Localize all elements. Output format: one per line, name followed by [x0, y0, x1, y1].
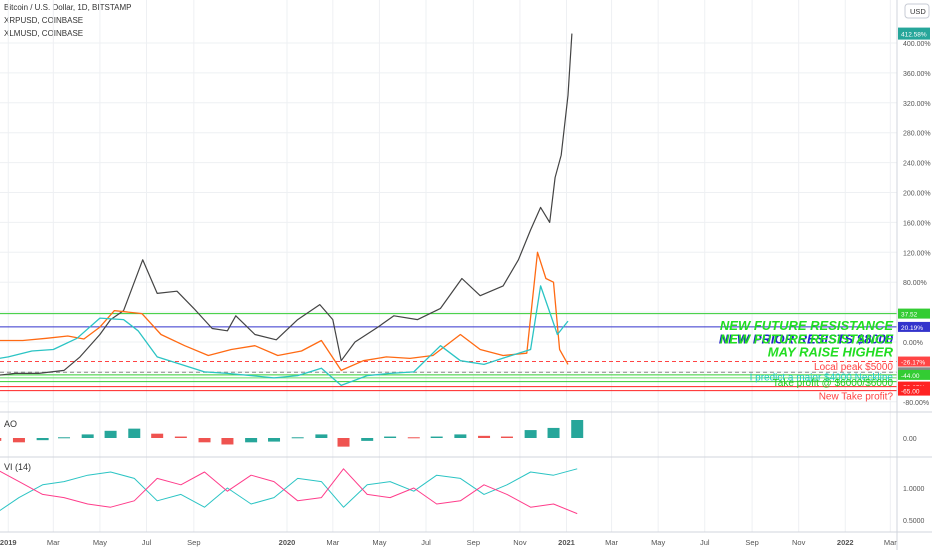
ao-bar — [361, 438, 374, 441]
annotation-text: NEW FUTURE RESISTANCE — [720, 318, 893, 333]
level-badge — [898, 385, 930, 396]
ao-bar — [12, 438, 25, 443]
series-line-2 — [0, 285, 569, 387]
x-tick-label: 2020 — [279, 538, 296, 547]
y-tick-label: 400.00% — [903, 41, 931, 48]
x-tick-label: Sep — [745, 538, 758, 547]
ao-tick-label: 0.00 — [903, 436, 917, 443]
y-tick-label: 0.00% — [903, 340, 923, 347]
x-tick-label: Mar — [326, 538, 339, 547]
y-tick-label: 240.00% — [903, 161, 931, 168]
vi-tick-label: 0.5000 — [903, 518, 925, 525]
x-tick-label: May — [651, 538, 665, 547]
annotation-text: MAY RAISE HIGHER — [768, 344, 894, 359]
annotation-text: Take profit @ $6000/$6000 — [773, 378, 894, 389]
level-badge-text: 37.52 — [901, 312, 918, 319]
ao-bar — [81, 434, 94, 438]
level-badge-text: 20.19% — [901, 325, 923, 332]
x-tick-label: Mar — [47, 538, 60, 547]
legend-main: Bitcoin / U.S. Dollar, 1D, BITSTAMP — [4, 3, 132, 12]
ao-bar — [151, 433, 164, 438]
series-line-1 — [0, 251, 569, 372]
ao-bar — [454, 434, 467, 438]
vi-line-0 — [0, 468, 578, 512]
ao-bar — [0, 438, 2, 441]
ao-bar — [315, 434, 328, 438]
ao-bar — [291, 437, 304, 439]
level-badge-text: -26.17% — [901, 360, 925, 367]
annotation-text: NEW PRIOR RESISTS $8000 — [719, 332, 894, 347]
x-tick-label: 2021 — [558, 538, 575, 547]
ao-bar — [571, 420, 584, 438]
ao-bar — [268, 438, 281, 442]
ao-bar — [174, 436, 187, 438]
y-tick-label: 280.00% — [903, 131, 931, 138]
x-tick-label: Mar — [884, 538, 897, 547]
ao-label: AO — [4, 419, 17, 429]
x-tick-label: Jul — [421, 538, 431, 547]
y-tick-label: 320.00% — [903, 101, 931, 108]
currency-badge — [904, 3, 930, 19]
y-tick-label: 360.00% — [903, 71, 931, 78]
series-line-0 — [0, 33, 573, 376]
x-tick-label: 2019 — [0, 538, 17, 547]
x-tick-label: Sep — [467, 538, 480, 547]
level-badge — [898, 321, 930, 332]
ao-bar — [245, 438, 258, 443]
legend-xrp: XRPUSD, COINBASE — [4, 16, 84, 25]
y-tick-label: 200.00% — [903, 191, 931, 198]
y-tick-label: 160.00% — [903, 220, 931, 227]
vi-label: VI (14) — [4, 462, 31, 472]
ao-bar — [384, 436, 397, 438]
x-tick-label: May — [93, 538, 107, 547]
x-tick-label: Mar — [605, 538, 618, 547]
grid — [0, 0, 897, 532]
ao-bar — [198, 438, 211, 443]
ao-bar — [221, 438, 234, 445]
annotation-text: Local peak $5000 — [814, 362, 893, 373]
vi-line-1 — [0, 468, 578, 515]
y-tick-label: 120.00% — [903, 250, 931, 257]
ao-bar — [524, 430, 537, 438]
level-badge — [898, 369, 930, 380]
x-tick-label: Jul — [142, 538, 152, 547]
level-badge-text: -65.00 — [901, 389, 920, 396]
ao-bar — [430, 436, 443, 438]
x-tick-label: Jul — [700, 538, 710, 547]
ao-bar — [104, 430, 117, 438]
legend-xlm: XLMUSD, COINBASE — [4, 29, 84, 38]
annotation-text: NEW FUTURE RESISTANCE — [720, 332, 893, 347]
y-tick-label: 80.00% — [903, 280, 927, 287]
x-tick-label: May — [372, 538, 386, 547]
ao-bar — [500, 436, 513, 438]
x-tick-label: 2022 — [837, 538, 854, 547]
vi-tick-label: 1.0000 — [903, 486, 925, 493]
ao-bar — [128, 428, 141, 438]
annotation-text: New Take profit? — [819, 391, 894, 402]
ao-bars — [0, 420, 584, 447]
ao-bar — [36, 438, 49, 441]
x-tick-label: Sep — [187, 538, 200, 547]
current-price-text: 412.58% — [901, 32, 927, 39]
x-tick-label: Nov — [792, 538, 806, 547]
annotation-text: I predict a major $4000 Neckline — [750, 373, 894, 384]
ao-bar — [547, 427, 560, 438]
current-price-badge — [898, 27, 930, 40]
ao-bar — [58, 437, 71, 439]
ao-bar — [407, 437, 420, 439]
ao-bar — [478, 435, 491, 438]
level-badge-text: -44.00 — [901, 373, 920, 380]
x-tick-label: Nov — [513, 538, 527, 547]
level-badge — [898, 356, 930, 367]
ao-bar — [337, 438, 350, 447]
level-badge — [898, 308, 930, 319]
currency-badge-text: USD — [910, 7, 926, 16]
y-tick-label: -80.00% — [903, 400, 929, 407]
